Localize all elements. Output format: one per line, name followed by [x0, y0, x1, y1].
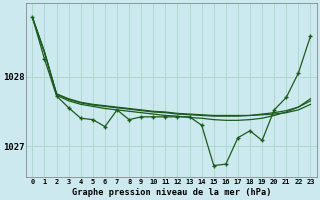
X-axis label: Graphe pression niveau de la mer (hPa): Graphe pression niveau de la mer (hPa): [72, 188, 271, 197]
